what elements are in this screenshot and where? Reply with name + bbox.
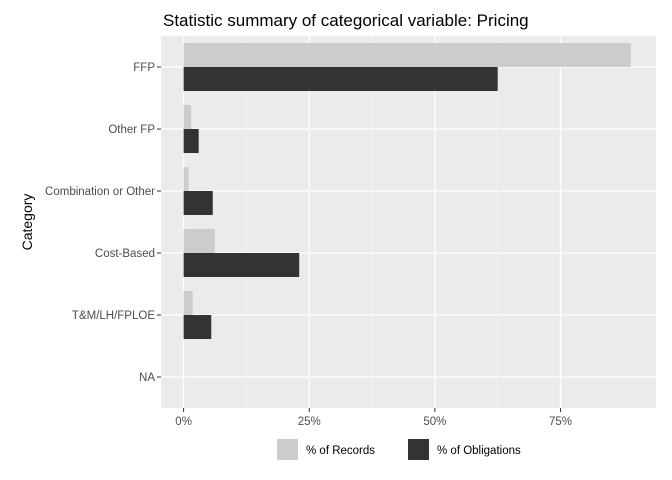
y-tick-label: Other FP [108,124,155,136]
x-tick-label: 25% [298,416,321,428]
bar-records [183,291,193,315]
bar-obligations [183,191,213,215]
bar-obligations [183,315,212,339]
legend: % of Records % of Obligations [277,439,521,460]
legend-swatch-obligations [408,439,429,460]
legend-swatch-records [277,439,298,460]
x-tick-label: 50% [423,416,446,428]
bar-obligations [183,67,498,91]
bar-records [183,167,189,191]
bar-records [183,43,631,67]
bars [183,43,631,339]
y-axis-title: Category [19,194,35,251]
y-tick-label: NA [139,372,155,384]
y-tick-label: Cost-Based [95,248,155,260]
bar-records [183,105,192,129]
axis-ticks: 0% 25% 50% 75% FFP Other FP Combination or Oth… [45,62,572,428]
bar-obligations [183,129,199,153]
plot-panel [161,36,656,408]
y-tick-label: T&M/LH/FPLOE [72,310,155,322]
chart-title: Statistic summary of categorical variabl… [163,11,529,30]
x-tick-label: 0% [175,416,192,428]
y-tick-label: Combination or Other [45,186,155,198]
bar-obligations [183,253,300,277]
legend-label: % of Obligations [437,445,521,457]
x-tick-label: 75% [549,416,572,428]
bar-records [183,229,215,253]
legend-label: % of Records [306,445,375,457]
y-tick-label: FFP [133,62,155,74]
